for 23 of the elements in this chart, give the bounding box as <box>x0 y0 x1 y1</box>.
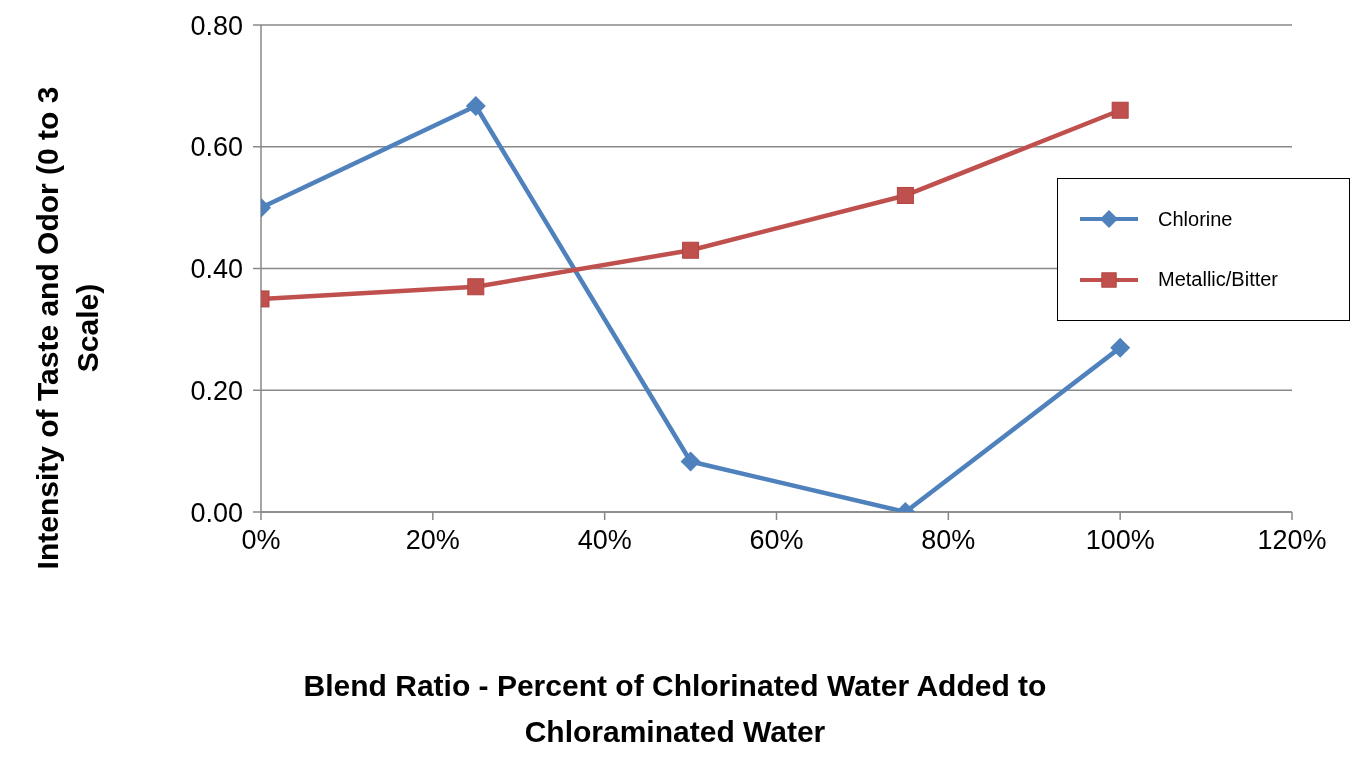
legend-label: Chlorine <box>1158 207 1233 231</box>
point <box>1111 101 1129 119</box>
point <box>896 186 914 204</box>
point <box>465 95 486 116</box>
x-tick-label: 0% <box>241 525 281 556</box>
legend-label: Metallic/Bitter <box>1158 268 1279 292</box>
y-axis-title: Intensity of Taste and Odor (0 to 3 Scale) <box>30 85 105 572</box>
point <box>680 451 701 472</box>
point <box>467 278 485 296</box>
x-axis-title: Blend Ratio - Percent of Chlorinated Water Added to Chloraminated Water <box>302 668 1048 750</box>
x-tick-label: 100% <box>1085 525 1155 556</box>
x-tick-label: 120% <box>1257 525 1327 556</box>
x-tick-label: 60% <box>749 525 804 556</box>
x-tick-label: 80% <box>921 525 976 556</box>
y-tick-label: 0.00 <box>190 497 243 528</box>
y-tick-label: 0.20 <box>190 375 243 406</box>
x-tick-label: 40% <box>577 525 632 556</box>
y-tick-label: 0.40 <box>190 254 243 285</box>
y-tick-label: 0.60 <box>190 132 243 163</box>
point <box>1110 337 1131 358</box>
point <box>682 241 700 259</box>
y-tick-label: 0.80 <box>190 10 243 41</box>
x-tick-label: 20% <box>405 525 460 556</box>
